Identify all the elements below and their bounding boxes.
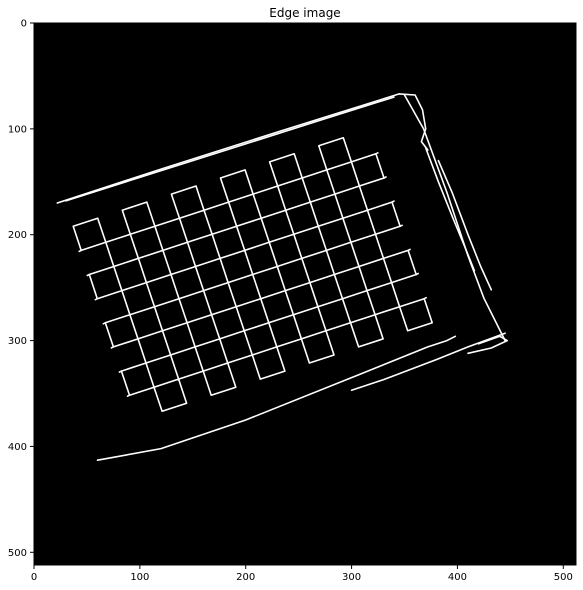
board-edge-top-inner (65, 96, 395, 202)
checker-square-outline (251, 346, 286, 380)
checker-square-outline (398, 297, 434, 332)
y-tick-label: 0 (21, 19, 27, 30)
board-edge-bottom (96, 335, 457, 462)
board-edge-right-outer (437, 159, 493, 291)
x-tick-label: 500 (554, 572, 573, 583)
edge-image-area (34, 23, 576, 565)
x-tick-label: 300 (342, 572, 361, 583)
x-tick-label: 0 (31, 572, 37, 583)
lattice-stub (423, 296, 428, 300)
checker-square-outline (153, 378, 188, 413)
lattice-stub (375, 152, 379, 155)
checker-square-outline (300, 329, 335, 364)
x-axis-ticks: 0 100 200 300 400 500 (31, 565, 573, 583)
x-tick-label: 400 (448, 572, 467, 583)
board-edge-right-rim (403, 94, 506, 342)
lattice-stub (391, 200, 395, 203)
lattice-stub (110, 346, 115, 349)
board-corner-top-right (398, 93, 429, 151)
lattice-stub (399, 224, 403, 228)
lattice-stub (407, 248, 411, 252)
lattice-stub (78, 249, 82, 253)
checker-square-outline (202, 362, 237, 397)
y-tick-label: 400 (8, 442, 27, 453)
lattice-stub (415, 272, 420, 276)
lattice-stub (86, 273, 91, 277)
lattice-stub (383, 176, 387, 179)
y-tick-label: 500 (8, 548, 27, 559)
lattice-stub (118, 370, 123, 373)
y-tick-label: 300 (8, 336, 27, 347)
edge-lines (56, 93, 509, 462)
axes-frame (33, 22, 577, 566)
y-tick-label: 200 (8, 230, 27, 241)
y-axis-ticks: 0 100 200 300 400 500 (8, 19, 34, 559)
lattice-stub (126, 394, 131, 398)
x-tick-label: 200 (236, 572, 255, 583)
checker-square-outline (349, 313, 384, 348)
lattice-stub (94, 297, 99, 301)
lattice-stub (102, 321, 107, 325)
board-edge-top (56, 93, 401, 204)
y-tick-label: 100 (8, 124, 27, 135)
x-tick-label: 100 (130, 572, 149, 583)
board-corner-bottom-right (467, 335, 509, 355)
figure-title: Edge image (269, 6, 340, 20)
